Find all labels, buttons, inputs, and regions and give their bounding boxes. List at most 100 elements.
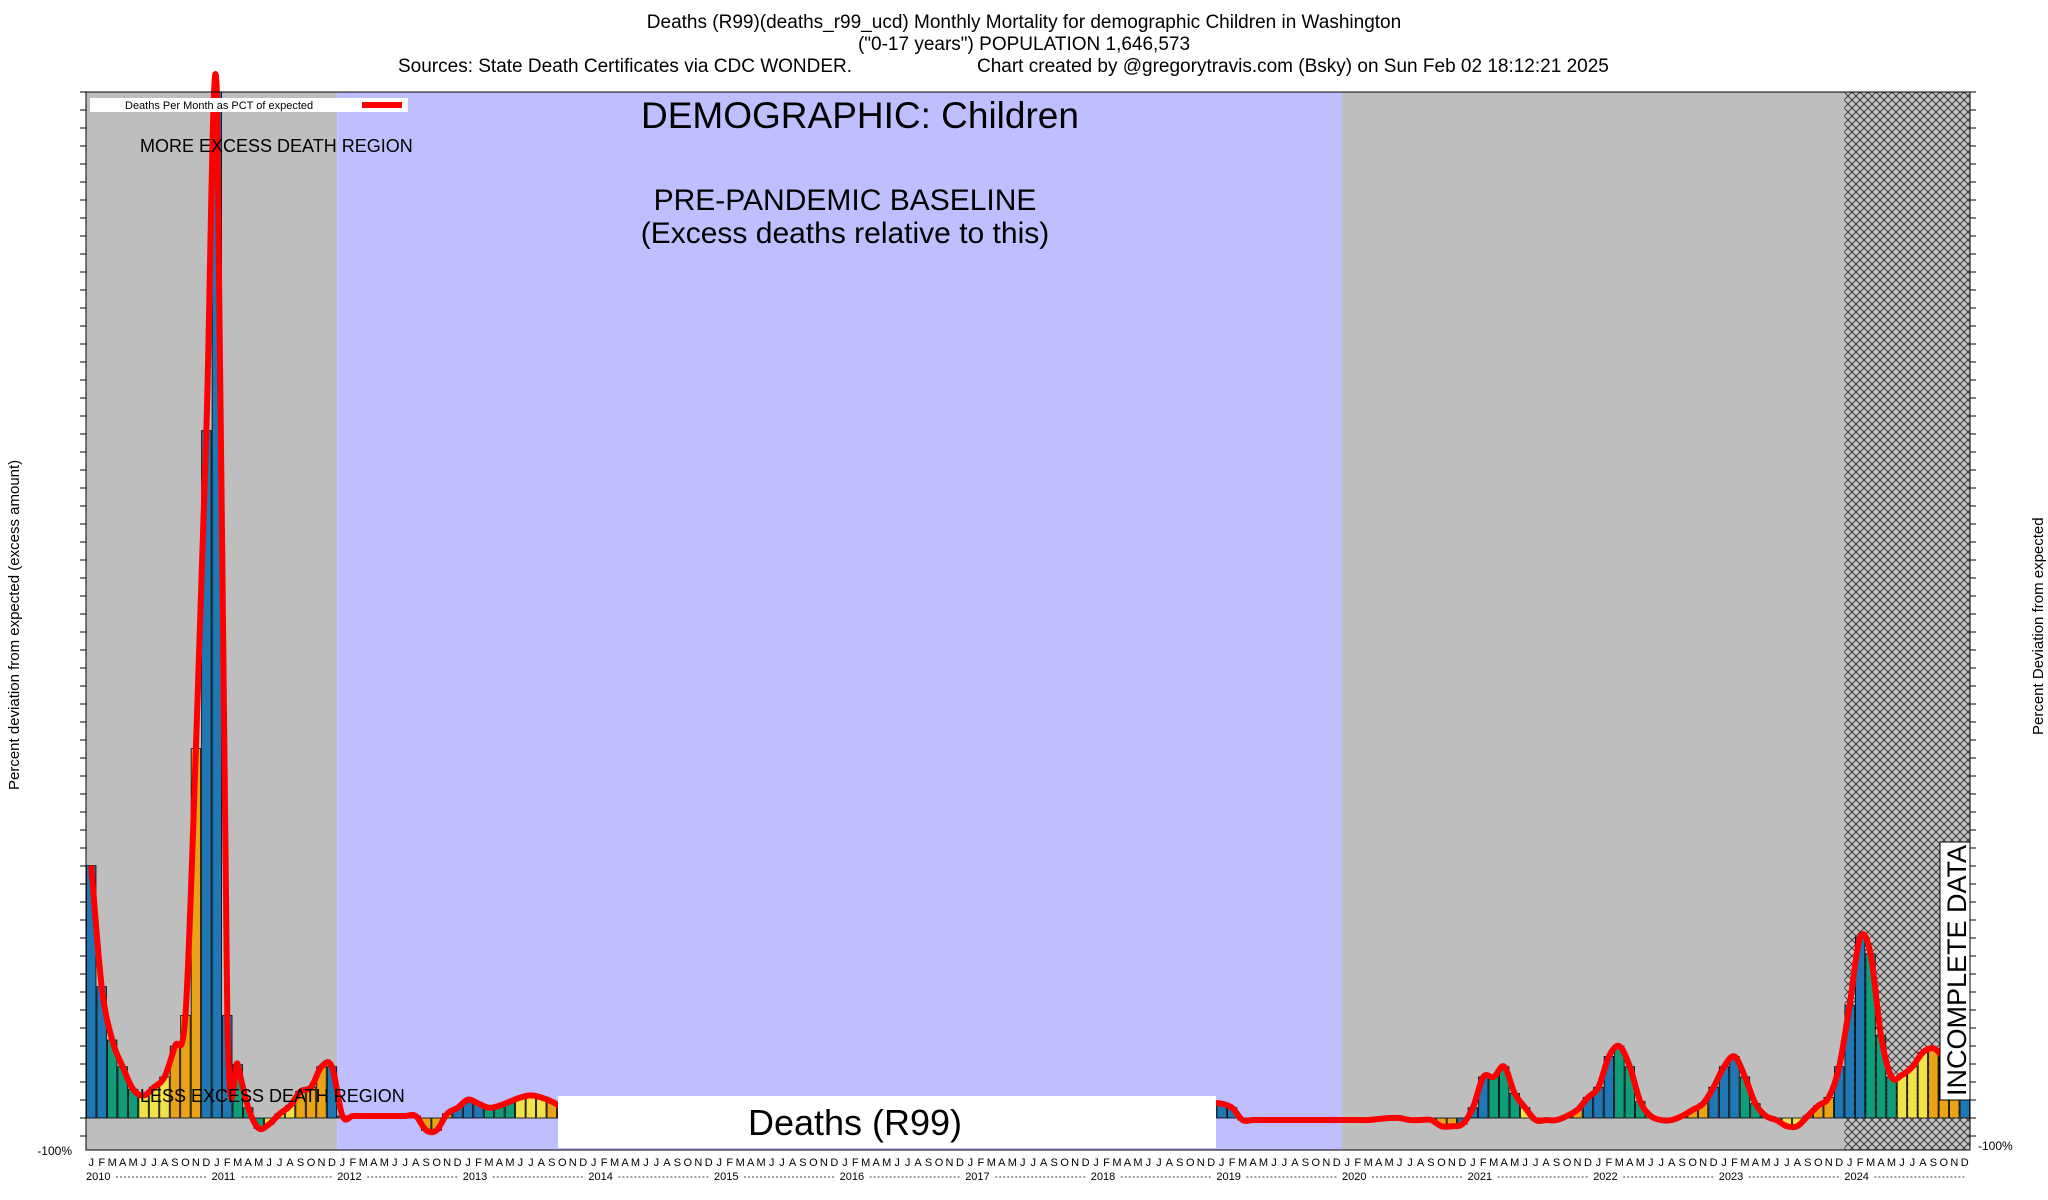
x-month-tick-label: N	[192, 1157, 200, 1169]
x-month-tick-label: S	[1176, 1157, 1183, 1169]
x-month-tick-label: F	[1103, 1157, 1110, 1169]
x-month-tick-label: J	[1522, 1157, 1528, 1169]
x-month-tick-label: A	[1794, 1157, 1802, 1169]
chart-sources: Sources: State Death Certificates via CD…	[398, 56, 853, 77]
x-month-tick-label: N	[1197, 1157, 1205, 1169]
x-month-tick-label: O	[1060, 1157, 1069, 1169]
x-month-tick-label: J	[1847, 1157, 1853, 1169]
bar	[1917, 1051, 1929, 1119]
bar	[1488, 1076, 1499, 1119]
chart-title-block: Deaths (R99)(deaths_r99_ucd) Monthly Mor…	[0, 12, 2048, 78]
x-month-tick-label: N	[1950, 1157, 1958, 1169]
plot-frame	[85, 91, 1971, 1151]
y-tick-label-min-right: -100%	[1978, 1139, 2013, 1153]
x-month-tick-label: M	[129, 1157, 138, 1169]
x-month-tick-label: A	[538, 1157, 546, 1169]
x-month-tick-label: O	[935, 1157, 944, 1169]
x-year-tick-label: 2010	[86, 1171, 110, 1183]
x-month-tick-label: D	[956, 1157, 964, 1169]
x-month-tick-label: J	[1648, 1157, 1654, 1169]
x-month-tick-label: S	[422, 1157, 429, 1169]
x-month-tick-label: M	[1385, 1157, 1394, 1169]
x-month-tick-label: A	[1291, 1157, 1299, 1169]
x-month-tick-label: J	[402, 1157, 408, 1169]
x-month-tick-label: S	[1050, 1157, 1057, 1169]
x-month-tick-label: M	[1238, 1157, 1247, 1169]
x-month-tick-label: D	[1207, 1157, 1215, 1169]
x-month-tick-label: A	[1375, 1157, 1383, 1169]
bar	[1886, 1076, 1897, 1119]
x-month-tick-label: J	[88, 1157, 94, 1169]
bar	[1928, 1047, 1939, 1119]
x-month-tick-label: J	[1093, 1157, 1099, 1169]
x-month-tick-label: J	[1219, 1157, 1225, 1169]
x-month-tick-label: A	[1752, 1157, 1760, 1169]
bar	[1896, 1074, 1908, 1119]
x-month-tick-label: J	[1271, 1157, 1277, 1169]
x-year-tick-label: 2023	[1719, 1171, 1743, 1183]
x-month-tick-label: F	[1857, 1157, 1864, 1169]
chart-source-line: Sources: State Death Certificates via CD…	[0, 56, 2048, 78]
x-month-tick-label: A	[621, 1157, 629, 1169]
x-month-tick-label: A	[1166, 1157, 1174, 1169]
x-month-tick-label: A	[370, 1157, 378, 1169]
demographic-label: DEMOGRAPHIC: Children	[641, 95, 1079, 136]
x-month-tick-label: J	[842, 1157, 848, 1169]
x-month-tick-label: A	[1249, 1157, 1257, 1169]
x-month-tick-label: M	[1636, 1157, 1645, 1169]
x-year-tick-label: 2015	[714, 1171, 738, 1183]
x-month-tick-label: A	[747, 1157, 755, 1169]
chart-title: Deaths (R99)(deaths_r99_ucd) Monthly Mor…	[646, 12, 1402, 33]
x-month-tick-label: M	[233, 1157, 242, 1169]
bar	[1614, 1045, 1625, 1119]
x-month-tick-label: J	[1899, 1157, 1905, 1169]
x-month-tick-label: D	[328, 1157, 336, 1169]
x-year-tick-label: 2020	[1342, 1171, 1366, 1183]
x-month-tick-label: A	[496, 1157, 504, 1169]
x-year-tick-label: 2011	[212, 1171, 236, 1183]
x-month-tick-label: D	[1584, 1157, 1592, 1169]
x-month-tick-label: D	[1961, 1157, 1969, 1169]
x-month-tick-label: F	[601, 1157, 608, 1169]
x-month-tick-label: A	[1040, 1157, 1048, 1169]
x-month-tick-label: J	[518, 1157, 524, 1169]
x-month-tick-label: M	[380, 1157, 389, 1169]
x-month-tick-label: M	[631, 1157, 640, 1169]
x-month-tick-label: N	[820, 1157, 828, 1169]
x-month-tick-label: A	[1124, 1157, 1132, 1169]
x-month-tick-label: O	[432, 1157, 441, 1169]
x-month-tick-label: F	[475, 1157, 482, 1169]
x-month-tick-label: F	[1229, 1157, 1236, 1169]
x-month-tick-label: J	[392, 1157, 398, 1169]
x-year-tick-label: 2014	[588, 1171, 612, 1183]
x-month-tick-label: A	[1542, 1157, 1550, 1169]
x-month-tick-label: S	[674, 1157, 681, 1169]
x-month-tick-label: M	[1112, 1157, 1121, 1169]
x-year-tick-label: 2024	[1844, 1171, 1868, 1183]
x-month-tick-label: F	[1731, 1157, 1738, 1169]
x-month-tick-label: M	[108, 1157, 117, 1169]
x-month-tick-label: A	[998, 1157, 1006, 1169]
x-month-tick-label: D	[705, 1157, 713, 1169]
x-month-tick-label: A	[161, 1157, 169, 1169]
x-month-tick-label: N	[1574, 1157, 1582, 1169]
less-excess-label: LESS EXCESS DEATH REGION	[140, 1086, 405, 1106]
x-month-tick-label: S	[1678, 1157, 1685, 1169]
x-month-tick-label: J	[905, 1157, 911, 1169]
x-month-tick-label: O	[1688, 1157, 1697, 1169]
x-month-tick-label: M	[757, 1157, 766, 1169]
more-excess-label: MORE EXCESS DEATH REGION	[140, 136, 413, 156]
region-3	[1342, 92, 1845, 1150]
x-month-tick-label: J	[528, 1157, 534, 1169]
x-year-tick-label: 2021	[1468, 1171, 1492, 1183]
x-month-tick-label: O	[1563, 1157, 1572, 1169]
x-month-tick-label: O	[1940, 1157, 1949, 1169]
x-year-tick-label: 2016	[840, 1171, 864, 1183]
x-month-tick-label: A	[789, 1157, 797, 1169]
x-month-tick-label: J	[591, 1157, 597, 1169]
x-month-tick-label: A	[119, 1157, 127, 1169]
x-year-tick-label: 2019	[1216, 1171, 1240, 1183]
x-month-tick-label: S	[1804, 1157, 1811, 1169]
x-year-tick-label: 2013	[463, 1171, 487, 1183]
